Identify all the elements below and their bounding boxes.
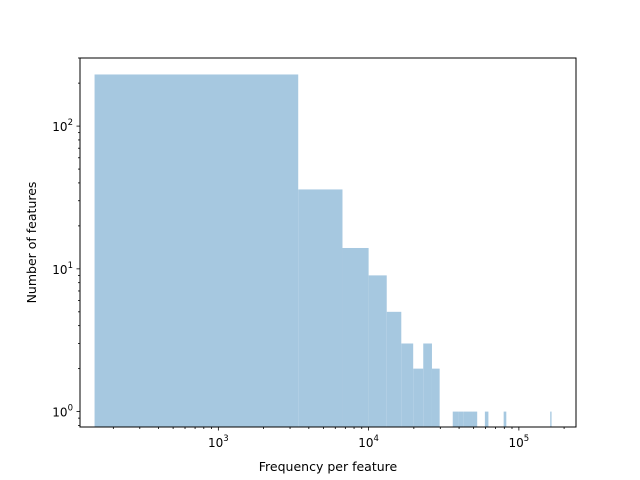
y-tick-label: 101 — [52, 261, 73, 277]
x-tick-label: 105 — [509, 434, 530, 450]
histogram-bar — [386, 311, 402, 427]
histogram-bar — [484, 411, 489, 427]
histogram-bar — [401, 343, 414, 427]
histogram-bar — [503, 411, 507, 427]
histogram-bar — [463, 411, 469, 427]
histogram-bar — [368, 275, 387, 427]
histogram-bar — [431, 368, 440, 427]
histogram-bar — [423, 343, 432, 427]
histogram-bar — [550, 411, 552, 427]
y-tick-label: 100 — [52, 404, 73, 420]
x-axis-label: Frequency per feature — [259, 459, 398, 474]
bars-group — [94, 74, 552, 427]
histogram-bar — [458, 411, 464, 427]
y-axis-label: Number of features — [24, 182, 39, 304]
histogram-bar — [472, 411, 478, 427]
histogram-bar — [468, 411, 473, 427]
y-axis-ticks: 100 101 102 — [52, 57, 80, 426]
histogram-bar — [342, 247, 369, 427]
x-tick-label: 104 — [358, 434, 379, 450]
x-tick-label: 103 — [208, 434, 229, 450]
y-tick-label: 102 — [52, 118, 73, 134]
histogram-bar — [94, 74, 299, 427]
histogram-bar — [452, 411, 459, 427]
histogram-bar — [413, 368, 424, 427]
x-axis-ticks: 103 104 105 — [112, 427, 565, 450]
histogram-bar — [298, 189, 343, 427]
plot-frame — [79, 57, 577, 428]
